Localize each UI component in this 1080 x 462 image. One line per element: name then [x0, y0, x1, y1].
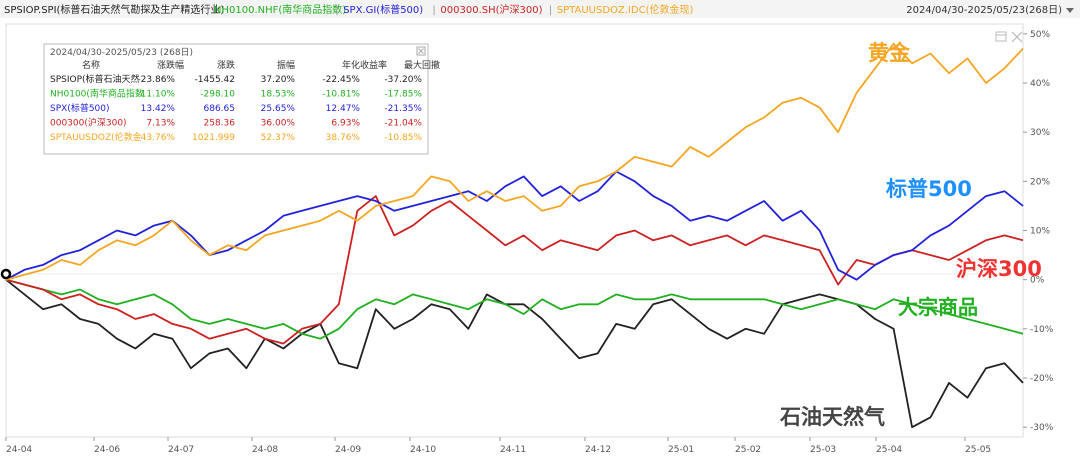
- panel-cell: -17.85%: [384, 90, 422, 100]
- header-separator: |: [206, 5, 209, 16]
- panel-cell: 6.93%: [331, 119, 360, 129]
- chart-header: SPSIOP.SPI(标普石油天然气勘探及生产精选行业) | NH0100.NHF…: [0, 0, 1080, 18]
- panel-row-name: NH0100(南华商品指数: [50, 88, 144, 100]
- panel-cell: -10.81%: [322, 90, 360, 100]
- series-line-1: [5, 278, 1024, 340]
- y-axis: -30% -20% -10% 0% 10% 20% 30% 40% 50%: [1023, 30, 1054, 433]
- panel-cell: 1021.999: [192, 133, 235, 143]
- y-tick-label: -10%: [1030, 325, 1054, 335]
- header-background: [0, 0, 1080, 18]
- panel-cell: 38.76%: [326, 133, 361, 143]
- x-tick-label: 24-06: [94, 445, 120, 455]
- maximize-icon[interactable]: [995, 31, 1007, 42]
- y-tick-label: 20%: [1030, 177, 1050, 187]
- y-tick-label: 0%: [1030, 276, 1045, 286]
- header-item-3[interactable]: SPTAUUSDOZ.IDC(伦敦金现): [557, 3, 694, 16]
- window-controls: [995, 31, 1023, 43]
- panel-cell: -1455.42: [195, 75, 235, 85]
- y-tick-label: 10%: [1030, 227, 1050, 237]
- panel-cell: 52.37%: [261, 133, 296, 143]
- y-tick-label: -30%: [1030, 423, 1054, 433]
- panel-header-cell: 最大回撤: [404, 59, 440, 71]
- annotation-commodities: 大宗商品: [898, 295, 978, 319]
- x-tick-label: 24-04: [6, 445, 32, 455]
- header-separator: |: [432, 5, 435, 16]
- panel-cell: -37.20%: [384, 75, 422, 85]
- header-title: SPSIOP.SPI(标普石油天然气勘探及生产精选行业): [4, 3, 224, 16]
- start-marker: [0, 268, 12, 280]
- close-icon[interactable]: [1011, 31, 1023, 43]
- panel-cell: 12.47%: [326, 104, 361, 114]
- panel-cell: -10.85%: [384, 133, 422, 143]
- panel-row-name: SPSIOP(标普石油天然: [50, 73, 140, 85]
- panel-cell: 686.65: [204, 104, 236, 114]
- panel-row-name: 000300(沪深300): [50, 117, 127, 129]
- summary-panel-box: [43, 43, 429, 155]
- panel-cell: -21.35%: [384, 104, 422, 114]
- panel-row-name: SPX(标普500): [50, 102, 110, 114]
- panel-cell: -21.04%: [384, 119, 422, 129]
- series-line-4: [5, 42, 1024, 281]
- x-tick-label: 25-04: [876, 445, 902, 455]
- x-tick-label: 25-05: [965, 445, 991, 455]
- panel-cell: 37.20%: [261, 75, 296, 85]
- panel-cell: 7.13%: [146, 119, 175, 129]
- panel-close-icon-cross: [418, 48, 424, 54]
- panel-cell: 25.65%: [261, 104, 296, 114]
- x-tick-label: 24-10: [410, 445, 436, 455]
- panel-cell: 18.53%: [261, 90, 296, 100]
- panel-cell: -298.10: [200, 90, 235, 100]
- annotation-csi300: 沪深300: [956, 257, 1042, 281]
- panel-cell: -23.86%: [137, 75, 175, 85]
- panel-header-cell: 涨跌: [217, 60, 235, 71]
- x-tick-label: 24-07: [168, 445, 194, 455]
- panel-close-icon[interactable]: [416, 46, 426, 56]
- y-tick-label: -20%: [1030, 374, 1054, 384]
- x-tick-label: 24-08: [252, 445, 278, 455]
- panel-row-name: SPTAUUSDOZ(伦敦金: [50, 131, 142, 143]
- y-tick-label: 50%: [1030, 30, 1050, 40]
- header-separator: |: [335, 5, 338, 16]
- panel-header-cell: 名称: [82, 59, 100, 71]
- series-layer: [5, 42, 1024, 429]
- panel-cell: 43.76%: [141, 133, 176, 143]
- x-tick-label: 25-02: [735, 445, 761, 455]
- panel-cell: -11.10%: [137, 90, 175, 100]
- chevron-down-icon[interactable]: [1066, 8, 1074, 13]
- summary-panel-title: 2024/04/30-2025/05/23 (268日): [50, 47, 193, 58]
- panel-header-cell: 振幅: [277, 59, 295, 71]
- header-date-range: 2024/04/30-2025/05/23(268日): [906, 5, 1062, 16]
- header-item-2[interactable]: 000300.SH(沪深300): [440, 3, 542, 16]
- panel-cell: -22.45%: [322, 75, 360, 85]
- header-item-1[interactable]: SPX.GI(标普500): [343, 3, 423, 16]
- panel-cell: 36.00%: [261, 119, 296, 129]
- x-tick-label: 24-11: [500, 445, 526, 455]
- annotation-spx: 标普500: [886, 177, 972, 201]
- series-line-3: [5, 195, 1024, 345]
- header-item-0[interactable]: NH0100.NHF(南华商品指数): [214, 3, 346, 16]
- y-tick-label: 40%: [1030, 79, 1050, 89]
- x-tick-label: 24-12: [585, 445, 611, 455]
- y-tick-label: 30%: [1030, 128, 1050, 138]
- header-separator: |: [549, 5, 552, 16]
- panel-cell: 258.36: [204, 119, 236, 129]
- panel-header-cell: 涨跌幅: [157, 59, 184, 71]
- x-tick-label: 25-03: [810, 445, 836, 455]
- x-tick-label: 24-09: [335, 445, 361, 455]
- x-tick-label: 25-01: [668, 445, 694, 455]
- series-annotations: 黄金 标普500 沪深300 大宗商品 石油天然气: [779, 41, 1042, 429]
- annotation-gold: 黄金: [868, 41, 911, 65]
- x-axis: 24-04 24-06 24-07 24-08 24-09 24-10 24-11 24-12…: [5, 437, 991, 455]
- panel-header-cell: 年化收益率: [342, 59, 387, 71]
- panel-cell: 13.42%: [141, 104, 176, 114]
- annotation-oil-gas: 石油天然气: [779, 405, 885, 429]
- summary-panel: 2024/04/30-2025/05/23 (268日) 名称 涨跌幅 涨跌 振幅 年化…: [43, 43, 440, 155]
